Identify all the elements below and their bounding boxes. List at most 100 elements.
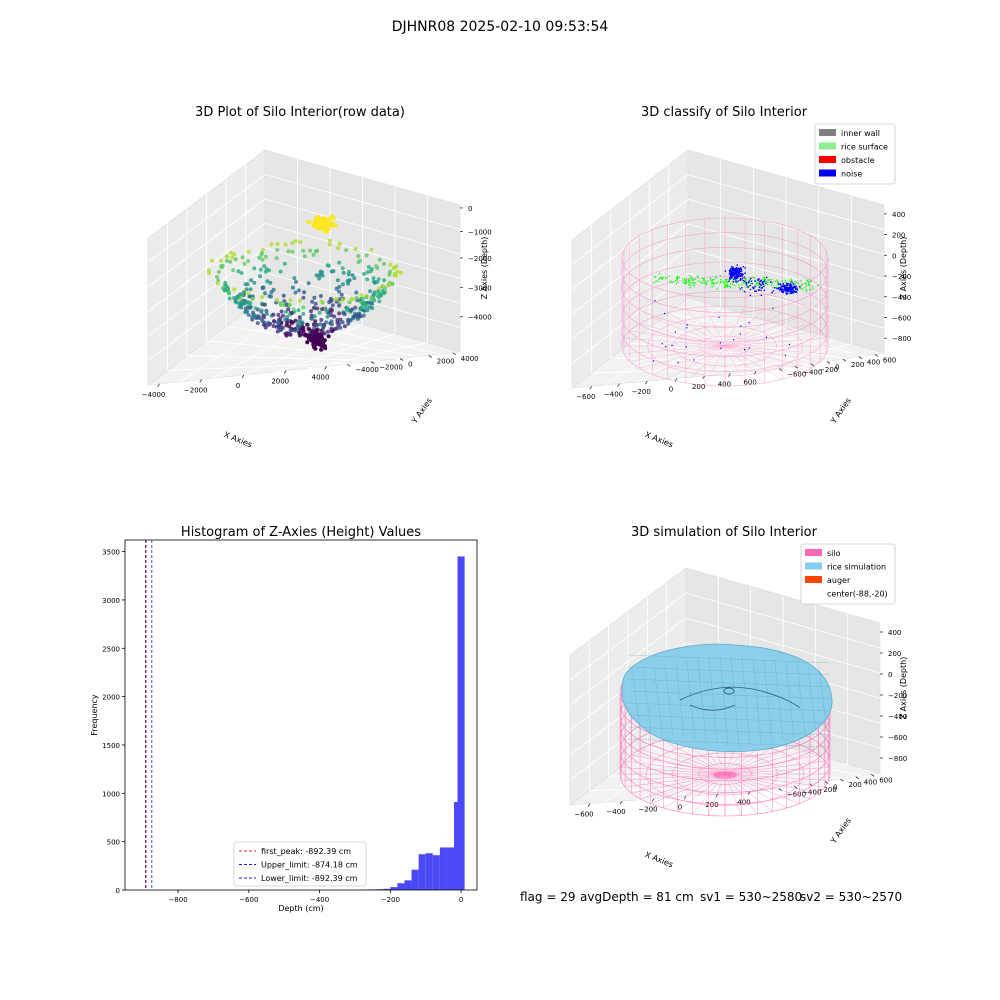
data-point — [262, 302, 267, 307]
y-axis-label: Y Axies — [828, 396, 853, 426]
data-point — [327, 242, 332, 247]
rice-point — [726, 286, 728, 288]
noise-point — [786, 288, 788, 290]
data-point — [306, 220, 311, 225]
rice-point — [689, 287, 691, 289]
data-point — [369, 298, 374, 302]
noise-point — [794, 290, 796, 293]
data-point — [322, 216, 327, 221]
noise-point — [740, 273, 742, 275]
legend-entry-label: Lower_limit: -892.39 cm — [261, 874, 358, 883]
x-tick — [617, 383, 620, 387]
data-point — [330, 303, 335, 308]
rice-point — [683, 282, 685, 284]
data-point — [345, 308, 350, 313]
noise-point — [765, 336, 767, 338]
grid-line — [264, 174, 461, 230]
rice-point — [730, 283, 732, 285]
noise-point — [735, 280, 737, 282]
data-point — [302, 254, 307, 259]
rice-point — [675, 283, 677, 285]
legend-swatch — [805, 576, 822, 583]
rice-point — [733, 281, 735, 283]
data-point — [366, 300, 370, 305]
rice-point — [658, 272, 660, 275]
data-point — [325, 314, 330, 319]
noise-point — [665, 346, 667, 348]
data-point — [320, 221, 326, 226]
rice-point — [767, 281, 769, 283]
data-point — [320, 270, 324, 275]
data-point — [337, 260, 342, 265]
x-tick-label: 400 — [718, 381, 731, 389]
rice-point — [732, 278, 734, 280]
data-point — [354, 296, 359, 300]
rice-point — [749, 282, 751, 284]
data-point — [291, 307, 296, 312]
z-tick-label: −2000 — [468, 255, 492, 263]
data-point — [287, 302, 292, 307]
rice-point — [801, 288, 804, 290]
noise-point — [745, 281, 747, 284]
noise-point — [789, 282, 792, 285]
data-point — [317, 310, 322, 315]
z-tick-label: 0 — [468, 205, 472, 213]
data-point — [374, 264, 379, 269]
data-point — [305, 340, 310, 345]
rice-point — [743, 277, 745, 280]
panel-title: 3D classify of Silo Interior — [641, 105, 808, 120]
noise-point — [741, 274, 743, 276]
data-point — [355, 316, 360, 321]
data-point — [311, 223, 317, 229]
z-tick-label: −4000 — [468, 314, 492, 322]
noise-point — [742, 266, 744, 268]
rice-point — [734, 285, 736, 287]
noise-point — [763, 285, 765, 287]
data-point — [219, 258, 224, 263]
legend-box — [233, 841, 367, 887]
data-point — [210, 258, 215, 263]
data-point — [359, 293, 364, 298]
data-point — [319, 343, 324, 348]
rice-point — [722, 281, 725, 283]
footer-stats: flag = 29 avgDepth = 81 cm sv1 = 530~258… — [520, 890, 902, 904]
histogram-bar — [439, 847, 447, 890]
noise-point — [729, 271, 731, 273]
rice-point — [754, 287, 756, 289]
x-tick — [589, 385, 593, 390]
rice-point — [677, 281, 679, 283]
z-tick-label: 400 — [892, 211, 905, 219]
data-point — [274, 256, 279, 261]
rice-point — [743, 282, 746, 284]
rice-point — [703, 278, 705, 280]
data-point — [224, 254, 229, 259]
avg-depth-text: avgDepth = 81 cm — [580, 890, 694, 904]
noise-point — [792, 292, 794, 294]
noise-point — [731, 267, 733, 270]
noise-points — [652, 264, 801, 364]
rice-point — [795, 281, 797, 284]
noise-point — [739, 278, 742, 280]
data-point — [227, 290, 232, 295]
rice-point — [657, 280, 659, 283]
noise-point — [779, 289, 782, 291]
data-point — [232, 252, 237, 257]
z-axis-label: Z Axies (Depth) — [480, 237, 489, 300]
data-point — [371, 276, 376, 281]
z-tick-label: 200 — [892, 232, 905, 240]
data-point — [263, 291, 267, 296]
data-point — [335, 246, 340, 251]
noise-point — [749, 288, 752, 291]
rice-point — [719, 275, 722, 277]
noise-point — [786, 287, 788, 289]
x-tick — [199, 379, 203, 383]
x-tick — [283, 370, 287, 374]
noise-point — [785, 289, 788, 291]
noise-point — [783, 288, 785, 291]
data-point — [376, 289, 381, 294]
x-tick-label: 400 — [737, 799, 750, 807]
rice-point — [764, 278, 766, 281]
rice-point — [790, 280, 793, 282]
noise-point — [754, 290, 756, 292]
data-point — [376, 294, 381, 299]
